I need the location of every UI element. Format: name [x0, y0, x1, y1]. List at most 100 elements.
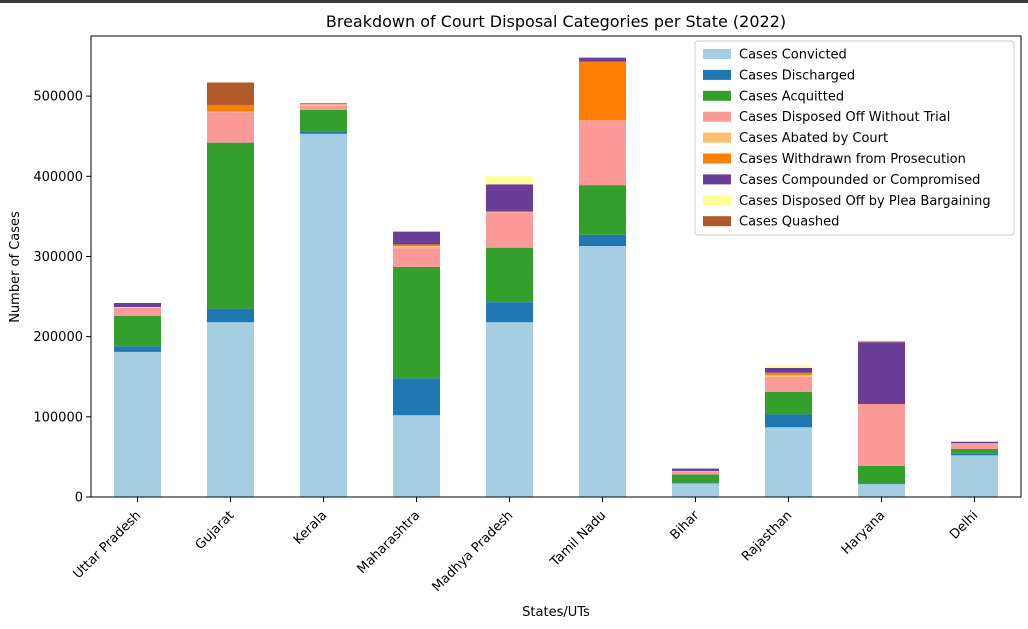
bar-segment [393, 244, 440, 247]
bar-segment [672, 471, 719, 475]
legend-swatch [703, 174, 731, 185]
x-tick-label: Haryana [839, 508, 888, 557]
bar-segment [207, 308, 254, 323]
bar-segment [951, 455, 998, 497]
legend-label: Cases Withdrawn from Prosecution [739, 152, 966, 167]
legend-box [694, 40, 1015, 236]
bar-segment [765, 376, 812, 392]
y-tick-label: 400000 [33, 170, 83, 185]
bar-segment [114, 351, 161, 497]
x-tick-label: Bihar [668, 508, 703, 543]
x-tick-label: Madhya Pradesh [430, 508, 517, 595]
bar-segment [672, 482, 719, 484]
bar-segment [579, 120, 626, 186]
bar-segment [486, 322, 533, 497]
y-tick-label: 100000 [33, 410, 83, 425]
bar-segment [207, 111, 254, 113]
bar-segment [207, 322, 254, 497]
y-axis-label: Number of Cases [8, 211, 23, 323]
legend-swatch [703, 90, 731, 101]
bar-segment [486, 184, 533, 212]
bar-segment [672, 474, 719, 483]
bar-segment [207, 112, 254, 143]
bar-segment [300, 103, 347, 105]
x-axis-ticks: Uttar Pradesh Gujarat Kerala Maharashtra Mad… [71, 497, 981, 595]
bar-segment [393, 415, 440, 497]
bar-segment [672, 483, 719, 497]
x-tick-label: Tamil Nadu [547, 508, 609, 570]
bar-segment [765, 367, 812, 373]
bar-segment [393, 378, 440, 416]
legend-swatch [703, 195, 731, 206]
legend-swatch [703, 111, 731, 122]
bar-segment [114, 315, 161, 347]
x-tick-label: Maharashtra [355, 508, 424, 577]
bar-segment [858, 484, 905, 497]
legend-swatch [703, 69, 731, 80]
legend-label: Cases Disposed Off Without Trial [739, 110, 950, 125]
legend-label: Cases Quashed [739, 215, 839, 230]
legend-swatch [703, 49, 731, 59]
x-tick-label: Gujarat [193, 508, 238, 553]
y-axis-ticks: 0 100000 200000 300000 400000 500000 [33, 90, 91, 506]
x-tick-label: Kerala [291, 508, 330, 547]
x-tick-label: Delhi [947, 508, 981, 542]
bar-segment [207, 142, 254, 309]
bar-segment [486, 176, 533, 185]
bar-segment [765, 365, 812, 368]
bar-segment [393, 246, 440, 249]
bar-segment [300, 104, 347, 106]
legend-label: Cases Convicted [739, 48, 847, 63]
bar-segment [858, 465, 905, 484]
legend-label: Cases Acquitted [739, 89, 844, 104]
window-top-border [0, 0, 1028, 3]
bar-segment [672, 468, 719, 471]
legend-swatch [703, 216, 731, 227]
x-tick-label: Rajasthan [739, 508, 795, 564]
bar-segment [951, 453, 998, 456]
bar-segment [858, 483, 905, 485]
legend-label: Cases Disposed Off by Plea Bargaining [739, 194, 991, 209]
y-tick-label: 0 [75, 491, 83, 506]
bar-segment [300, 109, 347, 132]
bar-segment [951, 444, 998, 449]
bar-segment [486, 247, 533, 303]
legend-swatch [703, 132, 731, 143]
legend-label: Cases Discharged [739, 68, 855, 83]
bar-segment [765, 391, 812, 415]
legend-label: Cases Compounded or Compromised [739, 173, 980, 188]
bar-segment [858, 403, 905, 466]
bar-segment [114, 307, 161, 316]
bar-group [114, 57, 998, 497]
bar-segment [765, 372, 812, 376]
plot-frame [90, 35, 1022, 498]
legend-swatch [703, 153, 731, 164]
bar-segment [207, 104, 254, 112]
bar-segment [207, 82, 254, 105]
legend: Cases Convicted Cases Discharged Cases Acq… [694, 40, 1015, 236]
bar-segment [579, 185, 626, 235]
bar-segment [951, 440, 998, 442]
bar-segment [951, 441, 998, 444]
bar-segment [951, 448, 998, 454]
bar-segment [858, 341, 905, 343]
bar-segment [300, 133, 347, 497]
legend-label: Cases Abated by Court [739, 131, 888, 146]
bar-segment [393, 248, 440, 267]
bar-segment [486, 212, 533, 248]
bar-segment [114, 306, 161, 308]
y-tick-label: 500000 [33, 90, 83, 105]
x-tick-label: Uttar Pradesh [71, 508, 145, 582]
bar-segment [579, 234, 626, 247]
bar-segment [765, 414, 812, 428]
bar-segment [765, 375, 812, 377]
bar-segment [114, 346, 161, 352]
bar-segment [486, 211, 533, 213]
bar-segment [300, 131, 347, 134]
bar-segment [858, 342, 905, 404]
bar-segment [393, 231, 440, 245]
bar-segment [579, 246, 626, 497]
bar-segment [579, 57, 626, 62]
bar-segment [393, 266, 440, 379]
